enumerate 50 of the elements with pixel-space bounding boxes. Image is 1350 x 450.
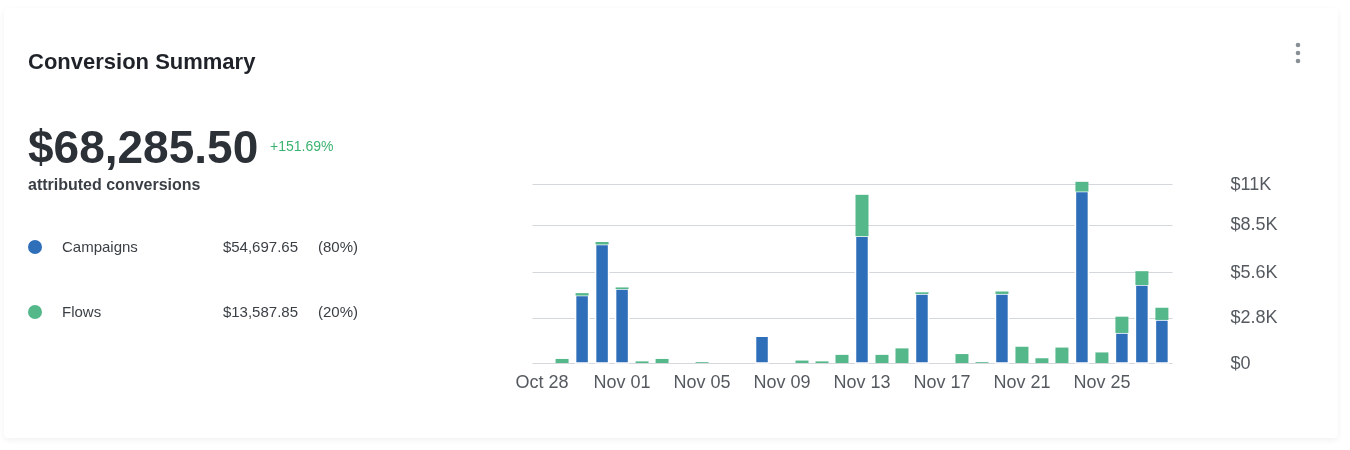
y-tick-label: $5.6K — [1230, 261, 1278, 282]
legend-label: Flows — [62, 303, 102, 320]
bar — [1055, 347, 1069, 363]
bar — [855, 194, 869, 237]
y-tick-label: $8.5K — [1230, 214, 1278, 235]
text: $54,697.65 — [222, 238, 298, 255]
y-tick-label: $11K — [1230, 173, 1272, 194]
bar — [655, 358, 669, 363]
text: +151.69% — [270, 138, 334, 154]
bar — [1035, 358, 1049, 363]
bar — [614, 288, 630, 364]
bar — [555, 358, 569, 363]
bar — [575, 293, 589, 296]
bar — [754, 335, 770, 364]
bar — [1095, 352, 1109, 363]
bar — [1114, 332, 1130, 364]
x-tick-label: Nov 17 — [913, 371, 971, 392]
y-tick-label: $2.8K — [1230, 307, 1278, 327]
bar — [1154, 319, 1170, 364]
text: $68,285.50 — [28, 120, 259, 174]
x-tick-label: Nov 13 — [833, 371, 891, 392]
bar — [1075, 181, 1089, 192]
x-tick-label: Nov 25 — [1073, 371, 1131, 392]
text: (80%) — [317, 238, 358, 255]
x-tick-label: Nov 09 — [753, 371, 811, 392]
bar — [1135, 271, 1149, 285]
bar — [895, 348, 909, 363]
x-tick-label: Oct 28 — [515, 371, 569, 392]
y-tick-label: $0 — [1230, 352, 1251, 373]
text: Conversion Summary — [28, 49, 256, 75]
bar — [1015, 346, 1029, 363]
x-tick-label: Nov 01 — [593, 371, 651, 392]
text: $13,587.85 — [222, 303, 298, 320]
bar — [955, 354, 969, 363]
bar — [1115, 316, 1129, 333]
bar — [835, 354, 849, 363]
x-tick-label: Nov 05 — [673, 371, 731, 392]
legend-label: Campaigns — [62, 238, 138, 255]
text: (20%) — [317, 303, 358, 320]
bar — [875, 354, 889, 363]
bar — [1155, 307, 1169, 320]
bar — [594, 243, 610, 364]
bar — [914, 293, 930, 364]
bar — [1074, 190, 1090, 364]
text: attributed conversions — [28, 176, 201, 194]
bar — [994, 293, 1010, 364]
bar — [1134, 284, 1150, 364]
bar — [574, 294, 590, 364]
x-tick-label: Nov 21 — [993, 371, 1051, 392]
bar — [854, 235, 870, 364]
